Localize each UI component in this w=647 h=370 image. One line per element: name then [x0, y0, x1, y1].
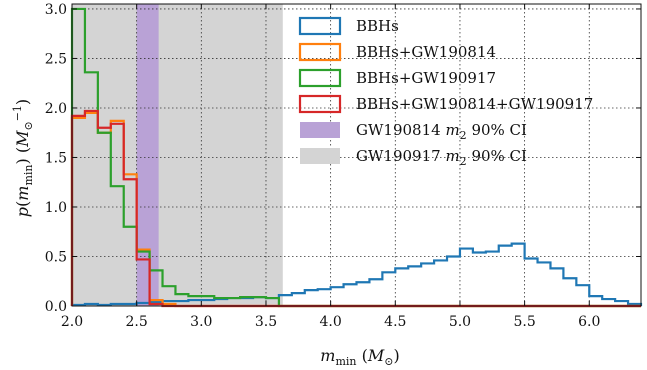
band-gw190917-m2-90-ci: [72, 4, 283, 306]
band-gw190814-m2-90-ci: [136, 4, 159, 306]
legend: BBHs BBHs+GW190814 BBHs+GW190917 BBHs+GW190…: [298, 16, 593, 168]
legend-key-bbhs-gw190814-gw190917: [298, 94, 342, 114]
y-axis-title: p(mmin) (M⊙−1): [11, 99, 35, 217]
x-tick-label: 2.0: [61, 314, 83, 330]
x-tick-label: 4.5: [384, 314, 406, 330]
legend-label-bbhs-gw190814: BBHs+GW190814: [356, 43, 496, 61]
legend-key-gw190814-m2-90-ci: [300, 122, 340, 138]
y-tick-label: 1.5: [45, 150, 67, 166]
x-tick-label: 6.0: [578, 314, 600, 330]
x-axis-title: mmin (M⊙): [320, 346, 399, 368]
x-tick-label: 4.0: [320, 314, 342, 330]
grid: [72, 4, 641, 306]
y-tick-label: 1.0: [45, 200, 67, 216]
plot-frame: [71, 3, 642, 307]
series-bbhs-gw190814-gw190917: [70, 109, 641, 308]
y-tick-label: 2.0: [45, 101, 67, 117]
credible-interval-bands: [72, 4, 283, 306]
x-tick-label: 2.5: [126, 314, 148, 330]
histogram-series: [70, 7, 643, 308]
legend-key-bbhs: [298, 16, 342, 36]
legend-label-bbhs-gw190917: BBHs+GW190917: [356, 69, 496, 87]
y-tick-label: 2.5: [45, 51, 67, 67]
legend-label-gw190814-m2-90-ci: GW190814 m2 90% CI: [356, 121, 527, 142]
y-tick-label: 3.0: [45, 2, 67, 18]
x-tick-label: 3.0: [190, 314, 212, 330]
legend-label-gw190917-m2-90-ci: GW190917 m2 90% CI: [356, 147, 527, 168]
legend-label-bbhs-gw190814-gw190917: BBHs+GW190814+GW190917: [356, 95, 593, 113]
x-tick-label: 5.5: [513, 314, 535, 330]
legend-key-bbhs-gw190917: [298, 68, 342, 88]
legend-key-gw190917-m2-90-ci: [300, 148, 340, 164]
x-tick-label: 3.5: [255, 314, 277, 330]
y-tick-label: 0.0: [45, 299, 67, 315]
legend-label-bbhs: BBHs: [356, 17, 399, 35]
axes: 2.0 2.5 3.0 3.5 4.0 4.5 5.0 5.5 6.0 0.0 0.5 1.0 1.5 2…: [45, 2, 642, 330]
y-tick-label: 0.5: [45, 249, 67, 265]
series-bbhs: [70, 242, 643, 307]
series-bbhs-gw190917: [70, 7, 641, 308]
x-tick-label: 5.0: [449, 314, 471, 330]
legend-key-bbhs-gw190814: [298, 42, 342, 62]
